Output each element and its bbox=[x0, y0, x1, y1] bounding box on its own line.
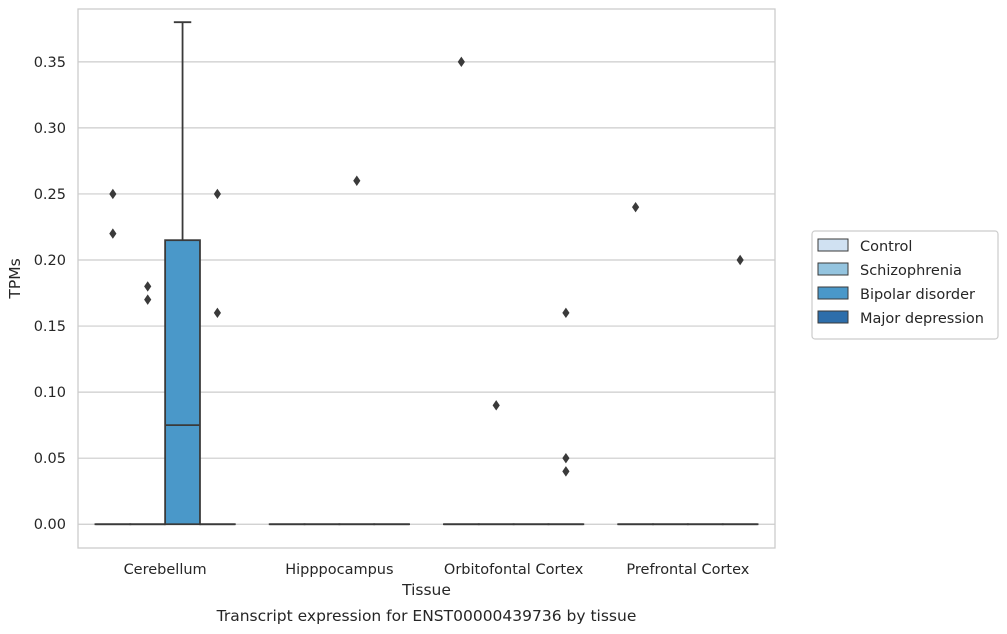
y-tick-label: 0.05 bbox=[34, 451, 66, 467]
box-plots bbox=[94, 21, 759, 526]
x-tick-label: Cerebellum bbox=[124, 562, 207, 578]
legend-swatch bbox=[817, 238, 849, 252]
outlier-points bbox=[109, 56, 744, 477]
y-tick-label: 0.25 bbox=[34, 187, 66, 203]
outlier-point bbox=[144, 294, 152, 305]
y-tick-label: 0.20 bbox=[34, 253, 66, 269]
x-tick-label: Hipppocampus bbox=[285, 562, 393, 578]
legend-swatch bbox=[817, 262, 849, 276]
legend-label: Major depression bbox=[860, 311, 984, 327]
y-tick-label: 0.00 bbox=[34, 517, 66, 533]
outlier-point bbox=[562, 466, 570, 477]
y-tick-labels: 0.00 0.05 0.10 0.15 0.20 0.25 0.30 0.35 bbox=[34, 55, 66, 533]
y-tick-label: 0.30 bbox=[34, 121, 66, 137]
outlier-point bbox=[213, 188, 221, 200]
x-tick-label: Orbitofontal Cortex bbox=[444, 562, 584, 578]
legend: Control Schizophrenia Bipolar disorder Majo… bbox=[811, 230, 999, 340]
x-axis-label: Tissue bbox=[401, 581, 451, 599]
outlier-point bbox=[109, 228, 117, 239]
outlier-point bbox=[562, 307, 570, 319]
outlier-point bbox=[632, 201, 640, 213]
box-body bbox=[164, 239, 201, 526]
x-tick-label: Prefrontal Cortex bbox=[626, 562, 749, 578]
plot-frame bbox=[77, 8, 776, 549]
box-bipolar-disorder bbox=[164, 21, 201, 526]
outlier-point bbox=[736, 254, 744, 266]
y-tick-label: 0.15 bbox=[34, 319, 66, 335]
legend-label: Control bbox=[860, 239, 912, 255]
chart-caption: Transcript expression for ENST0000043973… bbox=[216, 607, 637, 625]
y-tick-label: 0.10 bbox=[34, 385, 66, 401]
legend-frame bbox=[811, 230, 999, 340]
outlier-point bbox=[492, 400, 500, 411]
legend-swatch bbox=[817, 310, 849, 324]
outlier-point bbox=[353, 175, 361, 186]
legend-swatch bbox=[817, 286, 849, 300]
outlier-point bbox=[213, 307, 221, 319]
outlier-point bbox=[144, 281, 152, 292]
legend-label: Bipolar disorder bbox=[860, 287, 975, 303]
y-axis-label: TPMs bbox=[6, 258, 24, 299]
outlier-point bbox=[109, 188, 117, 200]
y-tick-label: 0.35 bbox=[34, 55, 66, 71]
x-tick-labels: Cerebellum Hipppocampus Orbitofontal Corte… bbox=[124, 562, 750, 578]
outlier-point bbox=[562, 452, 570, 464]
outlier-point bbox=[457, 56, 465, 68]
legend-label: Schizophrenia bbox=[860, 263, 962, 279]
